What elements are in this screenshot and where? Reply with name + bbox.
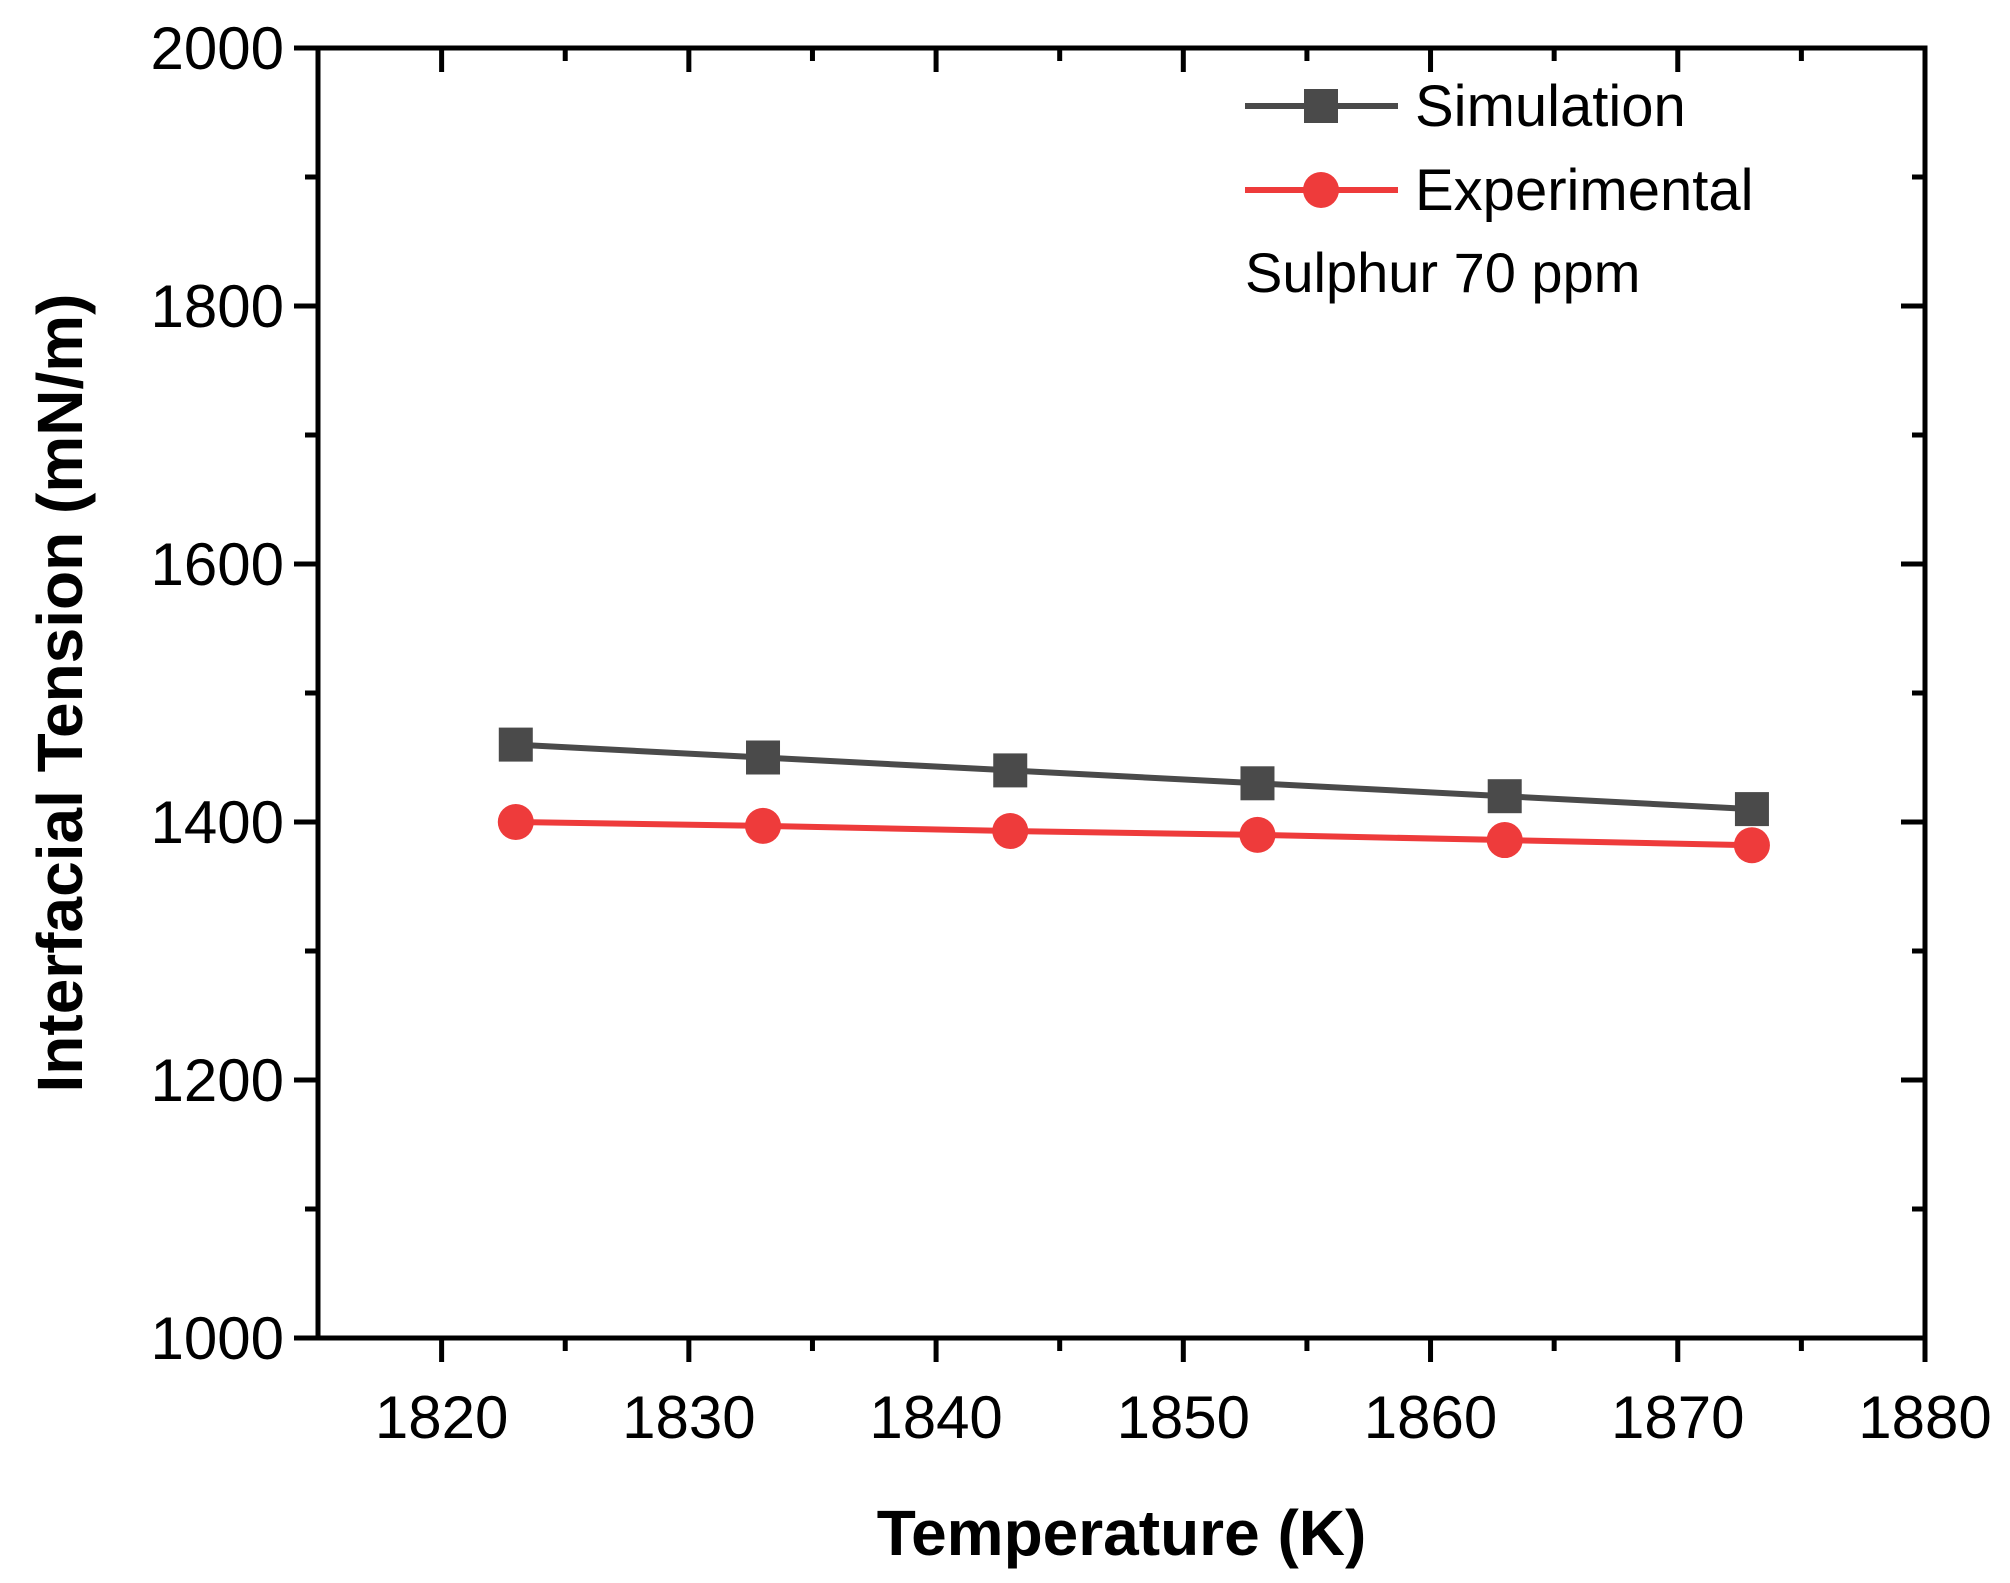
point-experimental [1486, 822, 1523, 859]
y-axis-title: Interfacial Tension (mN/m) [24, 294, 96, 1093]
series-line-experimental [515, 819, 1753, 849]
series-layer [497, 727, 1770, 864]
legend-label-simulation: Simulation [1415, 74, 1686, 139]
point-experimental [497, 804, 534, 840]
annotation-sulphur: Sulphur 70 ppm [1245, 241, 1640, 304]
legend-marker-experimental [1303, 172, 1339, 208]
y-tick-label: 1400 [151, 789, 284, 856]
y-tick-label: 1000 [151, 1305, 284, 1372]
point-simulation [1240, 766, 1275, 801]
point-simulation [1734, 792, 1769, 827]
y-tick-label: 1800 [151, 273, 284, 340]
point-experimental [1733, 827, 1770, 864]
x-tick-label: 1860 [1364, 1384, 1497, 1451]
x-tick-label: 1830 [622, 1384, 755, 1451]
legend: Simulation Experimental [1245, 74, 1753, 223]
y-axis-ticks: 1000 1200 1400 1600 1800 2000 [151, 15, 1925, 1372]
x-tick-label: 1840 [869, 1384, 1002, 1451]
x-tick-label: 1880 [1858, 1384, 1991, 1451]
x-axis-ticks: 1820 1830 1840 1850 1860 1870 1880 [375, 48, 1992, 1451]
series-line-simulation [515, 741, 1753, 813]
point-experimental [745, 807, 782, 844]
legend-marker-simulation [1304, 89, 1338, 123]
y-tick-label: 1600 [151, 531, 284, 598]
point-experimental [1239, 816, 1276, 853]
legend-label-experimental: Experimental [1415, 158, 1753, 223]
y-tick-label: 2000 [151, 15, 284, 82]
x-axis-title: Temperature (K) [877, 1497, 1367, 1569]
point-simulation [498, 727, 533, 762]
x-tick-label: 1850 [1117, 1384, 1250, 1451]
point-simulation [993, 753, 1028, 788]
x-tick-label: 1870 [1611, 1384, 1744, 1451]
point-simulation [746, 740, 781, 775]
point-experimental [992, 813, 1029, 850]
plot-frame [315, 45, 1928, 1341]
x-tick-label: 1820 [375, 1384, 508, 1451]
y-tick-label: 1200 [151, 1047, 284, 1114]
point-simulation [1487, 779, 1522, 814]
